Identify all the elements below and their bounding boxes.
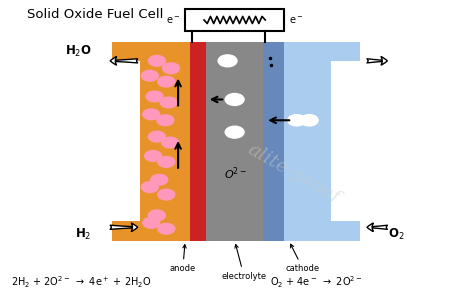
Text: electrolyte: electrolyte	[221, 244, 267, 281]
Bar	[190, 41, 206, 241]
Text: alite-proof: alite-proof	[245, 140, 343, 207]
Text: Solid Oxide Fuel Cell: Solid Oxide Fuel Cell	[27, 8, 164, 21]
Circle shape	[158, 224, 175, 234]
Circle shape	[143, 218, 160, 228]
Circle shape	[148, 131, 165, 142]
Text: O$_2$: O$_2$	[388, 227, 404, 242]
Circle shape	[158, 157, 175, 167]
Circle shape	[218, 55, 237, 67]
Circle shape	[141, 70, 158, 81]
Text: e$^-$: e$^-$	[166, 15, 181, 26]
Circle shape	[301, 115, 318, 126]
Text: e$^-$: e$^-$	[289, 15, 303, 26]
Text: H$_2$: H$_2$	[75, 227, 92, 242]
Bar	[112, 41, 140, 61]
Bar	[140, 41, 190, 241]
Circle shape	[143, 109, 160, 120]
Bar	[284, 41, 331, 241]
Text: H$_2$O: H$_2$O	[65, 44, 92, 59]
Bar	[185, 9, 284, 31]
Circle shape	[157, 115, 174, 126]
Circle shape	[288, 115, 306, 126]
Circle shape	[162, 137, 179, 148]
Circle shape	[146, 91, 163, 102]
Circle shape	[141, 182, 158, 193]
Circle shape	[148, 56, 165, 66]
Text: cathode: cathode	[286, 244, 320, 273]
Circle shape	[163, 63, 180, 74]
Text: 2H$_2$ + 2O$^{2-}$ $\rightarrow$ 4e$^+$ + 2H$_2$O: 2H$_2$ + 2O$^{2-}$ $\rightarrow$ 4e$^+$ …	[11, 274, 151, 290]
Bar	[112, 221, 140, 241]
Text: O$_2$ + 4e$^-$ $\rightarrow$ 2O$^{2-}$: O$_2$ + 4e$^-$ $\rightarrow$ 2O$^{2-}$	[270, 274, 363, 290]
Text: O$^{2-}$: O$^{2-}$	[224, 166, 247, 182]
Circle shape	[151, 174, 168, 185]
Circle shape	[160, 97, 177, 108]
Circle shape	[225, 126, 244, 138]
Bar	[206, 41, 263, 241]
Circle shape	[148, 210, 165, 221]
Circle shape	[225, 94, 244, 105]
Circle shape	[145, 151, 162, 161]
Circle shape	[158, 76, 175, 87]
Bar	[331, 221, 359, 241]
Bar	[263, 41, 284, 241]
Circle shape	[158, 189, 175, 200]
Bar	[331, 41, 359, 61]
Text: anode: anode	[170, 245, 196, 273]
